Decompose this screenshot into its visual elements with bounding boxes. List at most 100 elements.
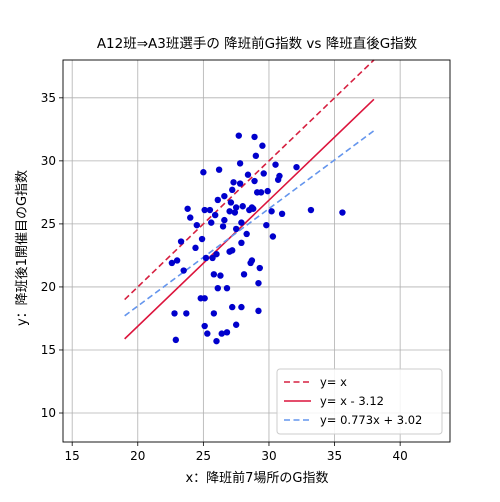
data-point [200,169,207,176]
data-point [231,209,239,216]
data-point [238,219,245,226]
data-point [227,199,235,206]
data-point [221,216,228,224]
data-point [221,192,228,200]
data-point [210,271,218,278]
data-point [248,257,256,264]
x-axis-label: x：降班前7場所のG指数 [185,470,328,486]
data-point [218,330,225,337]
x-tick-label: 20 [130,449,145,463]
plot-frame [62,59,451,443]
data-point [244,171,252,178]
series-line [124,130,375,317]
data-point [255,307,262,315]
data-point [177,238,185,245]
data-point [192,244,199,252]
data-points [168,132,346,345]
data-point [232,204,240,211]
data-point [193,221,201,229]
data-point [183,310,190,317]
x-tick-label: 15 [65,449,80,463]
data-point [256,264,263,272]
data-point [230,179,237,186]
data-point [238,303,245,311]
legend-box [276,368,443,435]
series-line [124,59,375,301]
data-point [168,259,176,267]
data-point [255,279,262,287]
y-tick-label: 15 [41,343,56,357]
x-tick-label: 35 [327,449,342,463]
data-point [251,133,258,141]
data-point [217,272,224,279]
data-point [206,206,214,214]
y-tick-label: 10 [41,406,56,420]
data-point [180,267,187,274]
fit-lines [124,59,375,340]
data-point [201,295,208,302]
data-point [198,235,206,243]
data-point [339,209,346,216]
data-point [210,310,218,317]
y-tick-label: 25 [41,217,56,231]
ticks: 15 20 25 30 35 40 10 15 20 25 30 35 [41,91,408,463]
data-point [223,329,231,336]
legend: y= x y= x - 3.12 y= 0.773x + 3.02 [276,368,443,435]
data-point [252,152,260,160]
chart-title: A12班⇒A3班選手の 降班前G指数 vs 降班直後G指数 [97,35,418,52]
data-point [260,170,267,177]
x-tick-label: 40 [393,449,408,463]
data-point [208,219,215,226]
data-point [236,160,244,167]
legend-label: y= x [320,375,347,389]
data-point [213,250,220,258]
data-point [204,330,211,337]
data-point [263,221,270,229]
data-point [251,177,258,185]
y-tick-label: 30 [41,154,56,168]
data-point [238,239,245,247]
data-point [257,189,265,196]
data-point [232,321,240,328]
y-tick-label: 20 [41,280,56,294]
legend-label: y= 0.773x + 3.02 [320,413,422,427]
data-point [229,186,236,194]
data-point [184,205,191,212]
data-point [173,257,181,264]
data-point [259,142,266,149]
data-point [278,210,286,218]
data-point [243,230,250,238]
data-point [240,271,248,278]
data-point [264,187,271,195]
data-point [215,166,223,173]
y-axis-label: y：降班後1開催目のG指数 [15,170,30,326]
data-point [214,284,221,292]
data-point [250,205,257,212]
data-point [211,211,219,219]
data-point [171,310,178,317]
y-tick-label: 35 [41,91,56,105]
series-line [124,98,375,340]
data-point [232,225,240,233]
data-point [201,322,208,330]
legend-label: y= x - 3.12 [320,394,384,408]
data-point [268,208,275,215]
data-point [187,214,194,221]
data-point [235,132,242,139]
data-point [201,206,208,214]
x-tick-label: 30 [261,449,276,463]
data-point [214,196,221,204]
data-point [239,203,246,210]
data-point [269,233,277,240]
data-point [307,206,315,214]
data-point [229,247,236,254]
data-point [223,284,231,292]
data-point [236,180,244,187]
data-point [219,223,227,230]
data-point [276,172,283,180]
x-tick-label: 25 [196,449,211,463]
data-point [229,303,236,311]
data-point [226,208,233,215]
data-point [202,254,210,262]
